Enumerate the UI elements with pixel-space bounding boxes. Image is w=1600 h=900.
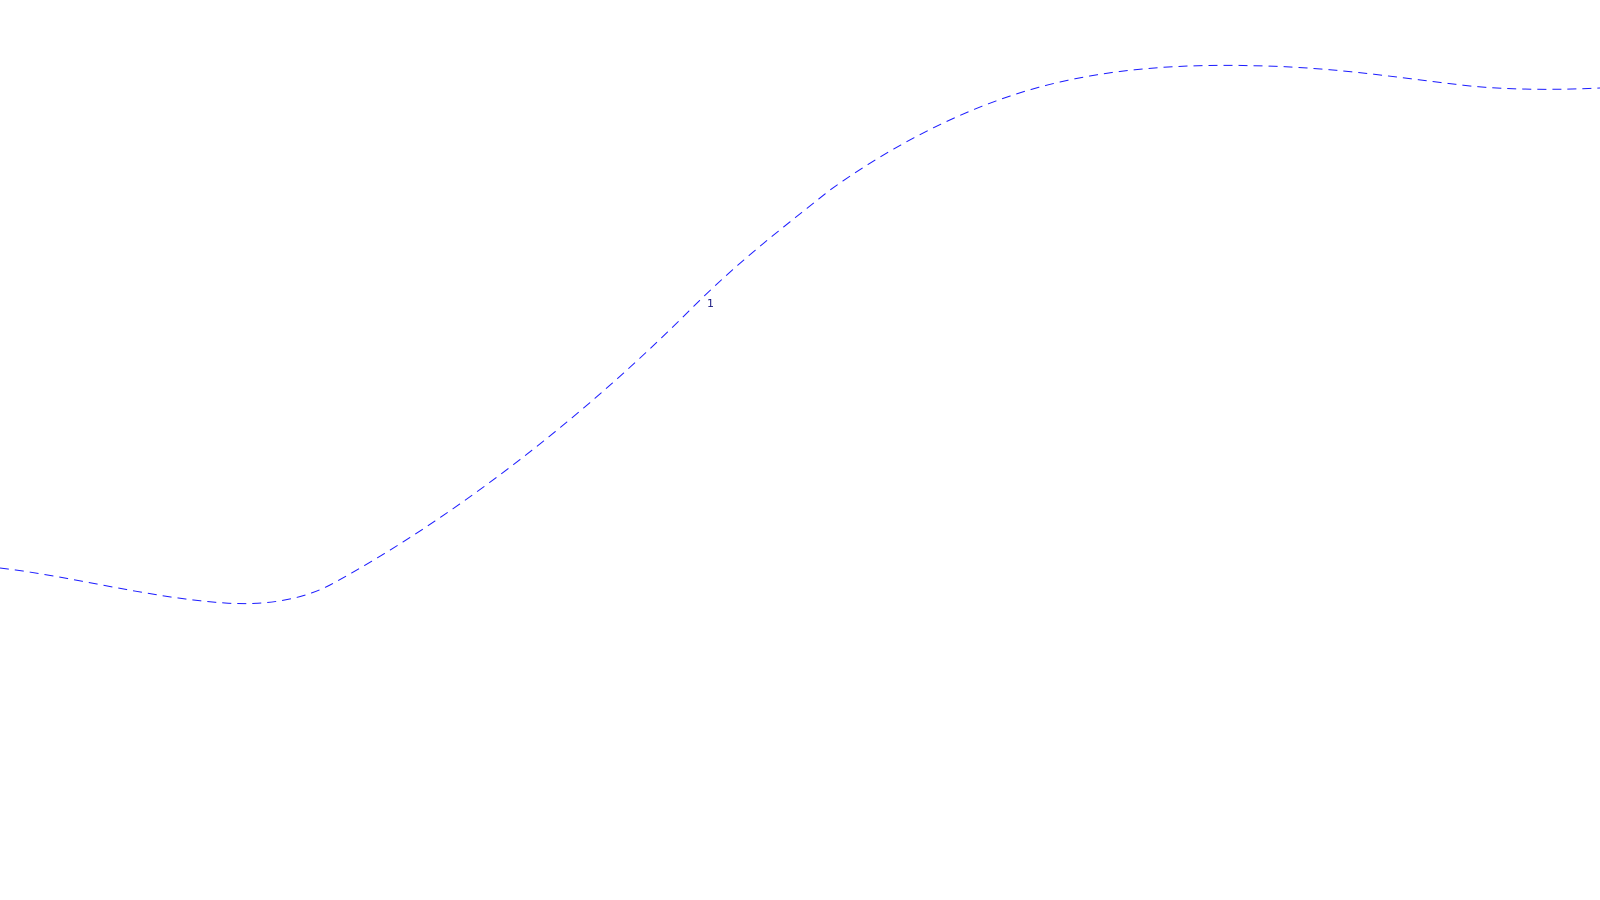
dashed-curve <box>0 64 1600 605</box>
curve-label: 1 <box>707 297 714 310</box>
